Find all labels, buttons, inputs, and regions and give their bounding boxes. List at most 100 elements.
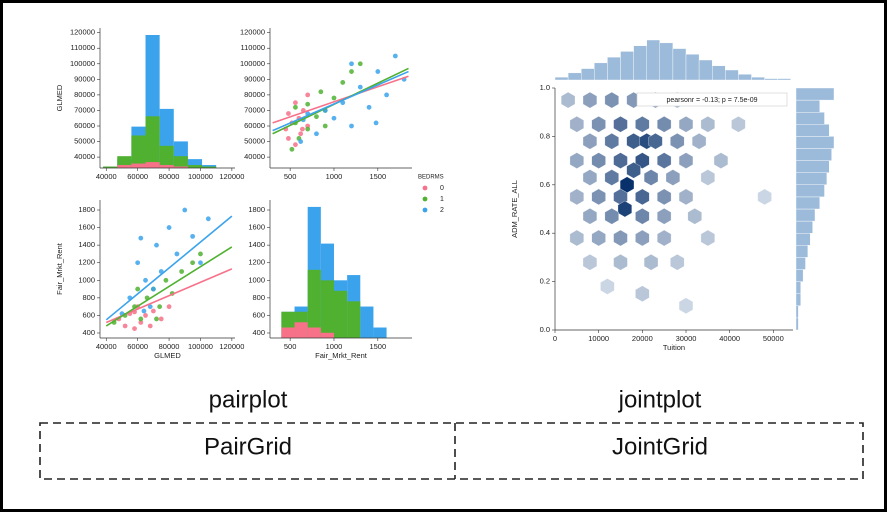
marginal-bar	[685, 54, 700, 81]
hexbin-cell	[591, 229, 606, 247]
y-tick-label: 40000	[74, 152, 95, 161]
marginal-bar	[795, 281, 801, 294]
histogram-bar	[333, 290, 348, 338]
y-tick-label: 90000	[244, 74, 265, 83]
marginal-bar	[795, 293, 801, 307]
y-tick-label: 70000	[74, 105, 95, 114]
histogram-bar	[117, 165, 132, 168]
marginal-bar	[633, 45, 647, 81]
x-tick-label: 60000	[127, 172, 148, 181]
caption: jointplot	[618, 386, 702, 413]
histogram-bar	[360, 306, 374, 338]
y-tick-label: 1400	[248, 240, 265, 249]
hexbin-cell	[613, 254, 628, 271]
scatter-point	[158, 316, 164, 322]
scatter-point	[135, 286, 141, 292]
x-tick-label: 120000	[219, 172, 244, 181]
marginal-bar	[646, 39, 661, 81]
hexbin-cell	[657, 229, 672, 247]
scatter-point	[154, 316, 159, 322]
y-tick-label: 110000	[241, 43, 265, 52]
hexbin-cell	[582, 254, 598, 271]
y-tick-label: 100000	[70, 59, 95, 68]
y-tick-label: 50000	[244, 137, 265, 146]
scatter-point	[147, 304, 153, 310]
histogram-bar	[159, 165, 174, 168]
hexbin-cell	[678, 297, 694, 314]
marginal-bar	[795, 269, 804, 282]
regression-line	[272, 75, 409, 124]
marginal-bar	[795, 220, 813, 234]
scatter-point	[122, 323, 128, 329]
legend-label: 0	[440, 185, 444, 192]
y-tick-label: 0.6	[540, 180, 550, 189]
y-tick-label: 1000	[248, 275, 265, 284]
hexbin-cell	[687, 208, 702, 225]
histogram-bar	[117, 156, 132, 168]
scatter-point	[349, 123, 354, 129]
x-tick-label: 80000	[159, 342, 180, 351]
marginal-bar	[795, 317, 799, 331]
marginal-bar	[620, 51, 634, 81]
scatter-point	[357, 61, 363, 67]
hexbin-cell	[569, 116, 584, 133]
scatter-point	[293, 100, 298, 106]
annotation: pearsonr = -0.13; p = 7.5e-09	[666, 97, 757, 104]
hexbin-cell	[635, 208, 650, 225]
scatter-point	[138, 320, 144, 325]
y-tick-label: 1200	[248, 258, 265, 267]
scatter-point	[138, 235, 144, 241]
scatter-point	[135, 260, 141, 266]
marginal-bar	[795, 184, 825, 198]
marginal-bar	[795, 245, 809, 258]
scatter-point	[331, 115, 337, 121]
scatter-point	[293, 104, 298, 110]
scatter-point	[143, 313, 148, 318]
scatter-point	[357, 84, 363, 90]
y-tick-label: 1800	[248, 205, 265, 214]
hexbin-cell	[582, 133, 598, 150]
y-tick-label: 40000	[244, 152, 265, 161]
legend-marker	[422, 207, 428, 213]
scatter-point	[174, 251, 180, 257]
caption: pairplot	[209, 386, 288, 413]
y-tick-label: 100000	[240, 59, 265, 68]
hexbin-cell	[731, 116, 746, 133]
marginal-bar	[795, 172, 828, 185]
y-tick-label: 80000	[244, 90, 265, 99]
histogram-bar	[281, 327, 295, 338]
scatter-point	[179, 269, 185, 274]
y-axis-label: ADM_RATE_ALL	[510, 180, 519, 238]
hexbin-cell	[657, 188, 672, 206]
histogram-bar	[131, 135, 146, 168]
legend-marker	[422, 185, 428, 191]
marginal-bar	[795, 136, 835, 149]
hexbin-cell	[692, 133, 707, 150]
histogram-bar	[131, 163, 146, 168]
marginal-bar	[795, 232, 811, 246]
y-tick-label: 120000	[70, 28, 95, 37]
marginal-bar	[567, 72, 582, 81]
scatter-point	[349, 61, 354, 67]
scatter-point	[147, 323, 153, 329]
scatter-point	[132, 326, 137, 332]
y-tick-label: 1400	[78, 240, 95, 249]
hexbin-cell	[635, 152, 650, 169]
scatter-point	[305, 126, 311, 132]
y-tick-label: 70000	[244, 105, 265, 114]
scatter-point	[314, 131, 319, 137]
marginal-bar	[738, 74, 752, 81]
histogram-bar	[173, 156, 188, 168]
y-tick-label: 600	[82, 310, 95, 319]
y-tick-label: 600	[252, 310, 265, 319]
y-tick-label: 1000	[78, 275, 95, 284]
marginal-bar	[672, 48, 687, 81]
y-tick-label: 60000	[244, 121, 265, 130]
scatter-point	[322, 123, 328, 129]
marginal-bar	[795, 257, 806, 270]
marginal-bar	[698, 59, 713, 81]
hexbin-cell	[582, 91, 598, 109]
x-tick-label: 20000	[632, 334, 653, 343]
scatter-point	[384, 92, 389, 98]
scatter-point	[373, 120, 379, 126]
